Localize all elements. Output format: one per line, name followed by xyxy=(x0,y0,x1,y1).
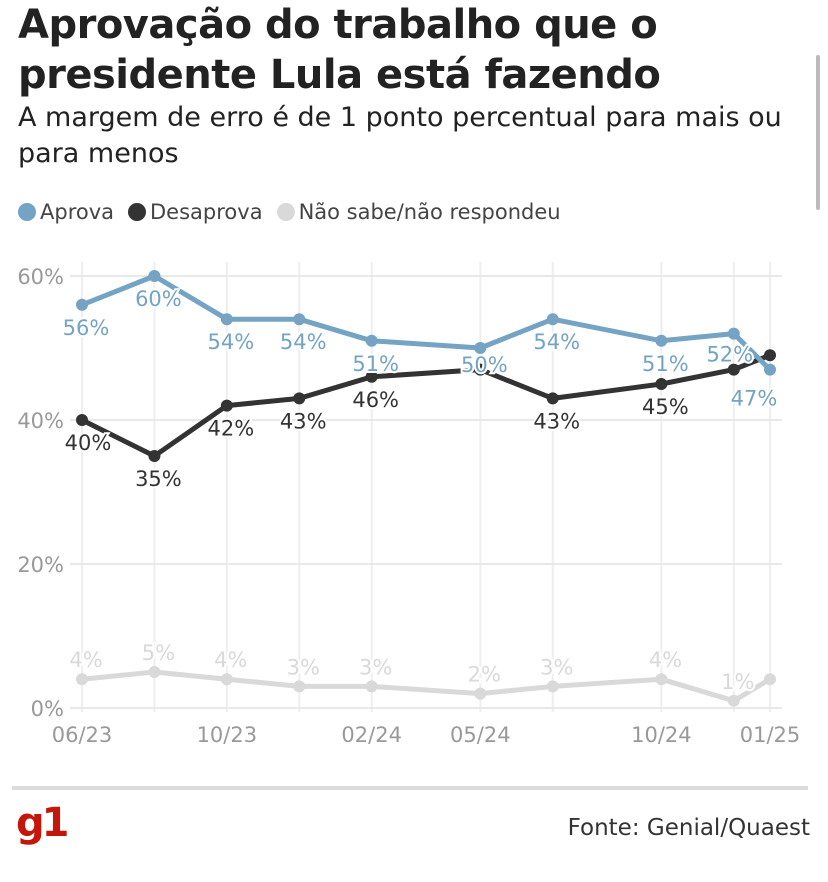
data-point xyxy=(76,298,88,311)
data-point xyxy=(546,680,559,693)
data-label: 46% xyxy=(352,388,399,412)
series-line-2 xyxy=(81,669,772,704)
data-label: 42% xyxy=(207,417,254,441)
data-point xyxy=(148,666,161,678)
data-label: 52% xyxy=(706,343,753,367)
x-tick-label: 02/24 xyxy=(341,723,402,747)
data-point xyxy=(293,313,306,326)
data-point xyxy=(365,370,378,383)
data-point xyxy=(764,673,776,686)
chart-title: Aprovação do trabalho que o presidente L… xyxy=(18,2,661,98)
data-label: 3% xyxy=(287,655,320,679)
legend-label: Não sabe/não respondeu xyxy=(298,200,561,224)
legend-item: Não sabe/não respondeu xyxy=(276,200,561,224)
footer-divider xyxy=(12,786,808,790)
chart-subtitle: A margem de erro é de 1 ponto percentual… xyxy=(18,102,782,169)
scrollbar[interactable] xyxy=(816,55,820,210)
data-label: 51% xyxy=(352,352,399,376)
legend-item: Aprova xyxy=(18,200,114,224)
data-point xyxy=(546,313,559,326)
data-label: 4% xyxy=(69,648,102,672)
data-label: 54% xyxy=(207,330,254,354)
data-label: 56% xyxy=(63,316,110,340)
data-point xyxy=(655,378,668,390)
data-point xyxy=(655,673,668,686)
x-tick-label: 10/23 xyxy=(197,723,258,747)
data-point xyxy=(220,399,233,412)
data-point xyxy=(727,327,740,340)
legend-swatch xyxy=(18,203,36,221)
x-tick-label: 10/24 xyxy=(631,723,692,747)
data-point xyxy=(220,313,233,326)
series-line-0 xyxy=(81,273,772,372)
data-label: 2% xyxy=(468,663,501,687)
data-point xyxy=(727,694,740,707)
data-point xyxy=(727,363,740,376)
data-label: 51% xyxy=(642,352,689,376)
data-label: 5% xyxy=(142,641,175,665)
data-label: 60% xyxy=(135,287,182,311)
data-label: 43% xyxy=(280,409,327,433)
series-line-1 xyxy=(80,352,771,459)
y-tick-label: 20% xyxy=(17,553,64,577)
data-label: 50% xyxy=(461,353,508,377)
data-label: 1% xyxy=(721,670,754,694)
data-point xyxy=(365,334,378,347)
data-point xyxy=(76,673,88,686)
data-label: 54% xyxy=(280,330,327,354)
legend-swatch xyxy=(128,203,147,221)
data-point xyxy=(293,392,306,405)
data-label: 4% xyxy=(649,648,682,672)
data-point xyxy=(293,680,306,693)
data-label: 40% xyxy=(65,431,112,455)
data-point xyxy=(655,334,668,347)
y-tick-label: 60% xyxy=(17,265,64,289)
y-tick-label: 40% xyxy=(17,409,64,433)
data-point xyxy=(365,680,378,693)
data-point xyxy=(220,673,233,686)
data-point xyxy=(546,392,559,405)
g1-logo: g1 xyxy=(16,800,69,846)
data-label: 47% xyxy=(731,387,778,411)
x-tick-label: 05/24 xyxy=(450,723,511,747)
legend-item: Desaprova xyxy=(128,200,263,224)
legend-swatch xyxy=(276,203,295,221)
data-label: 54% xyxy=(533,330,580,354)
data-label: 3% xyxy=(540,655,573,679)
data-label: 3% xyxy=(359,655,392,679)
legend-label: Aprova xyxy=(40,200,115,224)
legend-label: Desaprova xyxy=(150,200,263,224)
data-point xyxy=(764,363,776,376)
data-point xyxy=(148,450,161,462)
y-tick-label: 0% xyxy=(31,697,64,721)
x-tick-label: 06/23 xyxy=(52,723,113,747)
legend: Aprova Desaprova Não sabe/não respondeu xyxy=(18,200,561,224)
data-point xyxy=(76,414,88,426)
data-point xyxy=(764,349,776,362)
data-label: 35% xyxy=(135,467,182,491)
data-label: 43% xyxy=(533,409,580,433)
data-label: 4% xyxy=(214,648,247,672)
data-point xyxy=(474,342,487,354)
data-point xyxy=(148,270,161,282)
data-point xyxy=(474,687,487,700)
line-chart: 0% 20% 40% 60% 06/23 10/23 02/24 05/24 10/24 01/2… xyxy=(17,262,801,747)
data-label: 45% xyxy=(642,395,689,419)
x-tick-label: 01/25 xyxy=(740,723,801,747)
data-point xyxy=(474,363,487,376)
source-text: Fonte: Genial/Quaest xyxy=(567,815,810,841)
